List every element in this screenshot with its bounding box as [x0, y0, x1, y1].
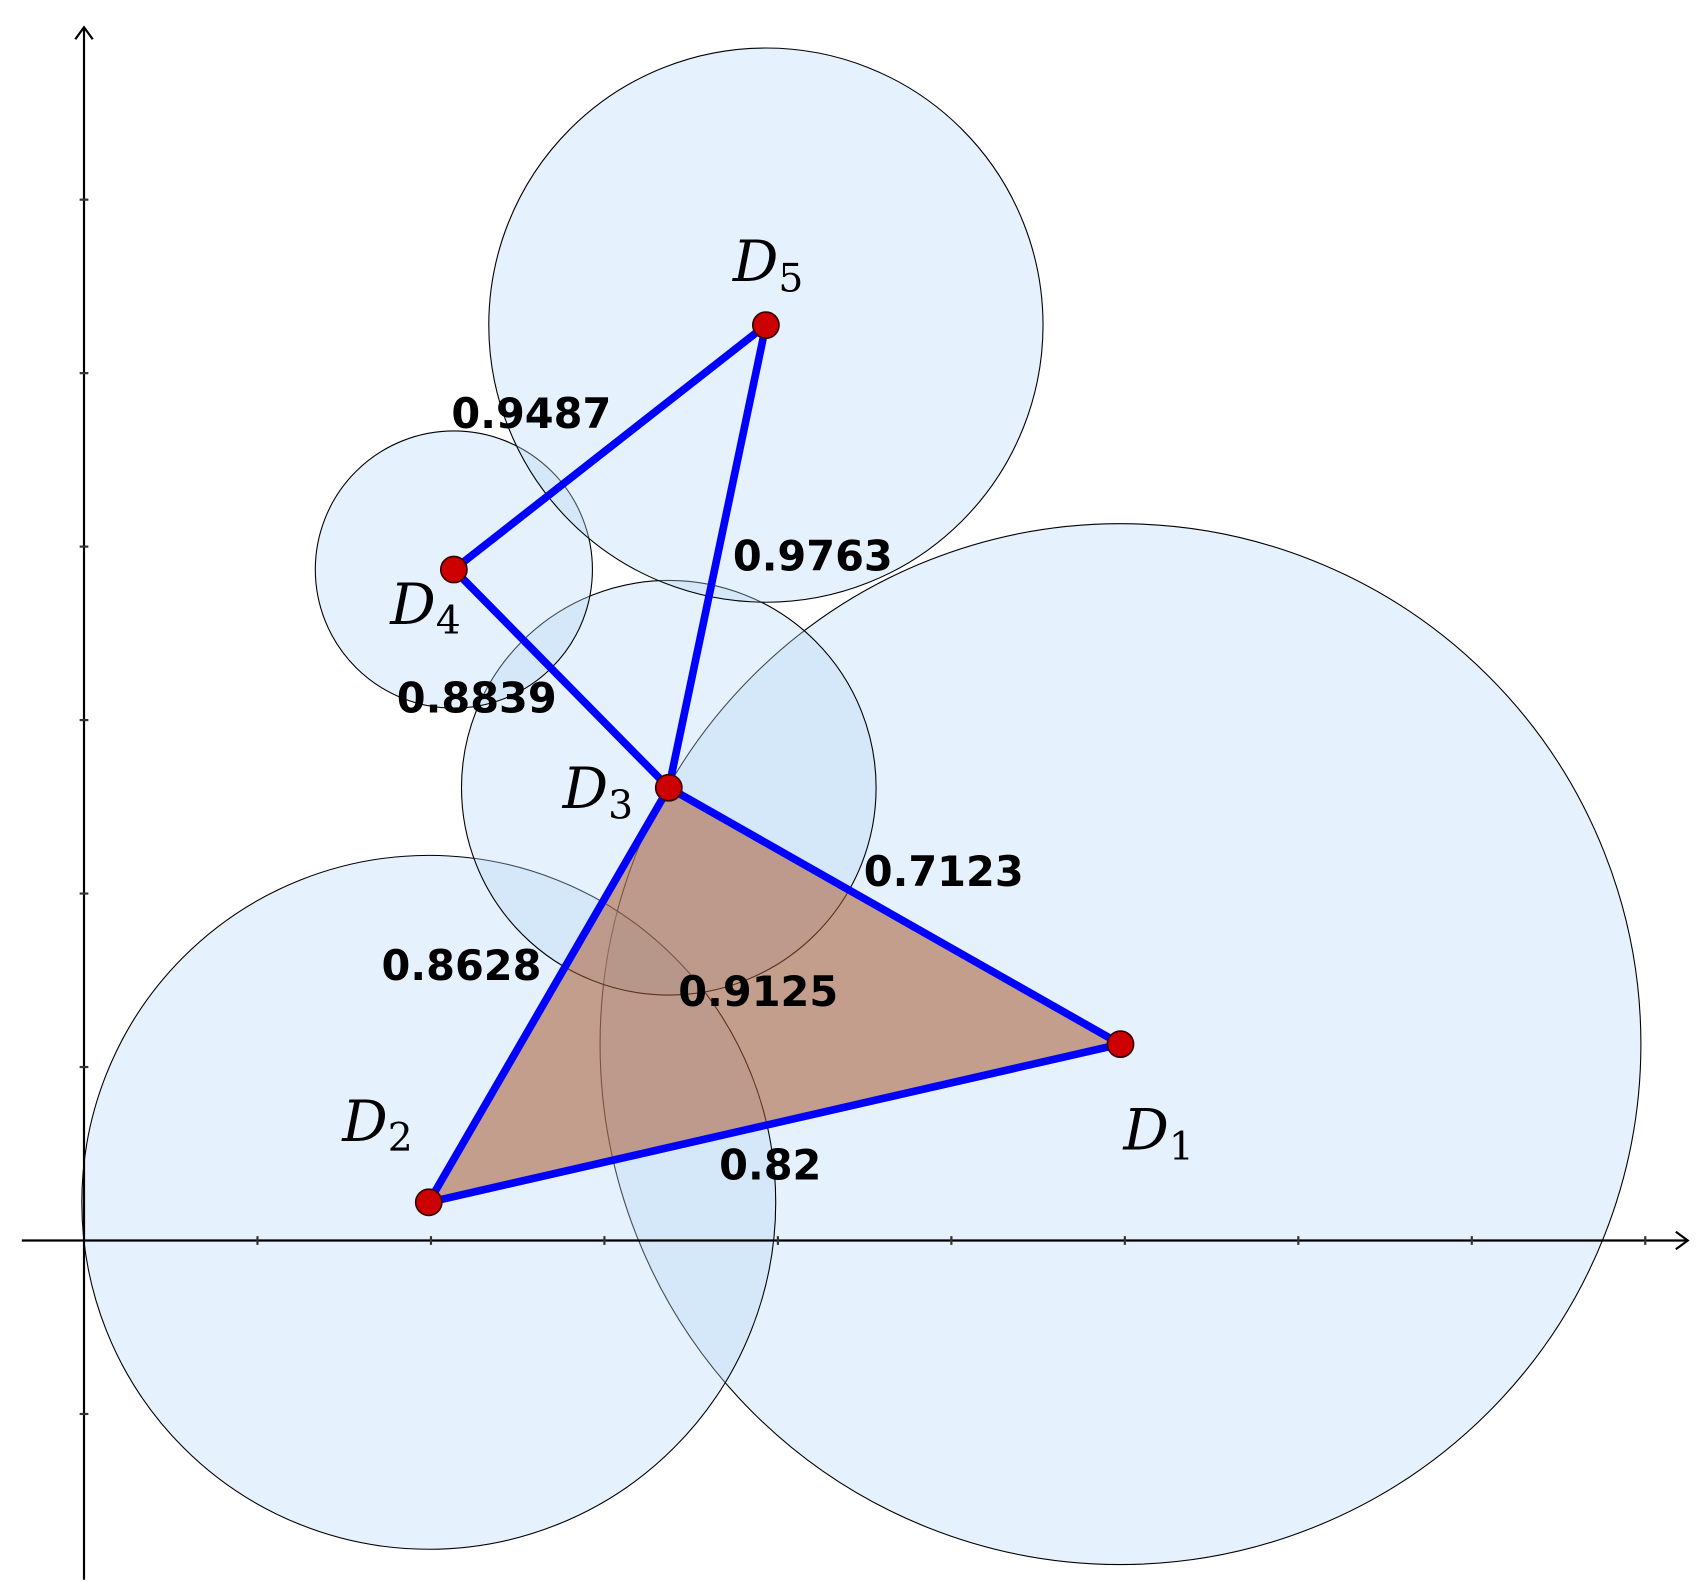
point — [654, 773, 683, 802]
point — [1106, 1030, 1135, 1059]
index: 2 — [388, 1116, 413, 1161]
node-label: D1 — [1122, 1097, 1193, 1170]
letter: D — [562, 756, 608, 822]
node-label: D2 — [341, 1088, 412, 1161]
point — [751, 311, 780, 340]
ticks — [79, 198, 1647, 1416]
edge-label: 0.7123 — [864, 848, 1024, 896]
edge-label: 0.9763 — [733, 533, 893, 581]
node-label: D3 — [562, 756, 633, 829]
index: 5 — [778, 256, 803, 301]
edge — [450, 565, 673, 792]
letter: D — [389, 571, 435, 637]
point — [414, 1188, 443, 1217]
letter: D — [341, 1088, 387, 1154]
index: 4 — [436, 599, 461, 644]
letter: D — [732, 229, 778, 295]
node-label: D4 — [389, 571, 460, 644]
index: 3 — [608, 783, 633, 828]
node-labels: D1 D2 D3 D4 D5 — [341, 229, 1194, 1170]
edge — [664, 321, 770, 792]
index: 1 — [1169, 1125, 1194, 1170]
y-arrow — [74, 25, 94, 40]
triangle-label: 0.9125 — [678, 968, 838, 1016]
axes — [21, 25, 1690, 1580]
edge-label: 0.9487 — [451, 390, 611, 438]
edge — [424, 1040, 1125, 1207]
letter: D — [1122, 1097, 1168, 1163]
edge-label: 0.8628 — [382, 942, 542, 990]
edge — [664, 783, 1125, 1048]
node-label: D5 — [732, 229, 803, 302]
triangle — [428, 787, 1121, 1203]
edge-label: 0.82 — [719, 1141, 821, 1189]
points — [414, 311, 1135, 1217]
edge-label: 0.8839 — [397, 675, 557, 723]
circles — [81, 47, 1642, 1566]
point — [439, 555, 468, 584]
edge — [424, 783, 673, 1207]
edge-labels: 0.82 0.8628 0.7123 0.8839 0.9487 0.9763 … — [382, 390, 1024, 1190]
x-arrow — [1675, 1230, 1690, 1251]
edges — [424, 321, 1125, 1207]
edge — [450, 321, 770, 574]
